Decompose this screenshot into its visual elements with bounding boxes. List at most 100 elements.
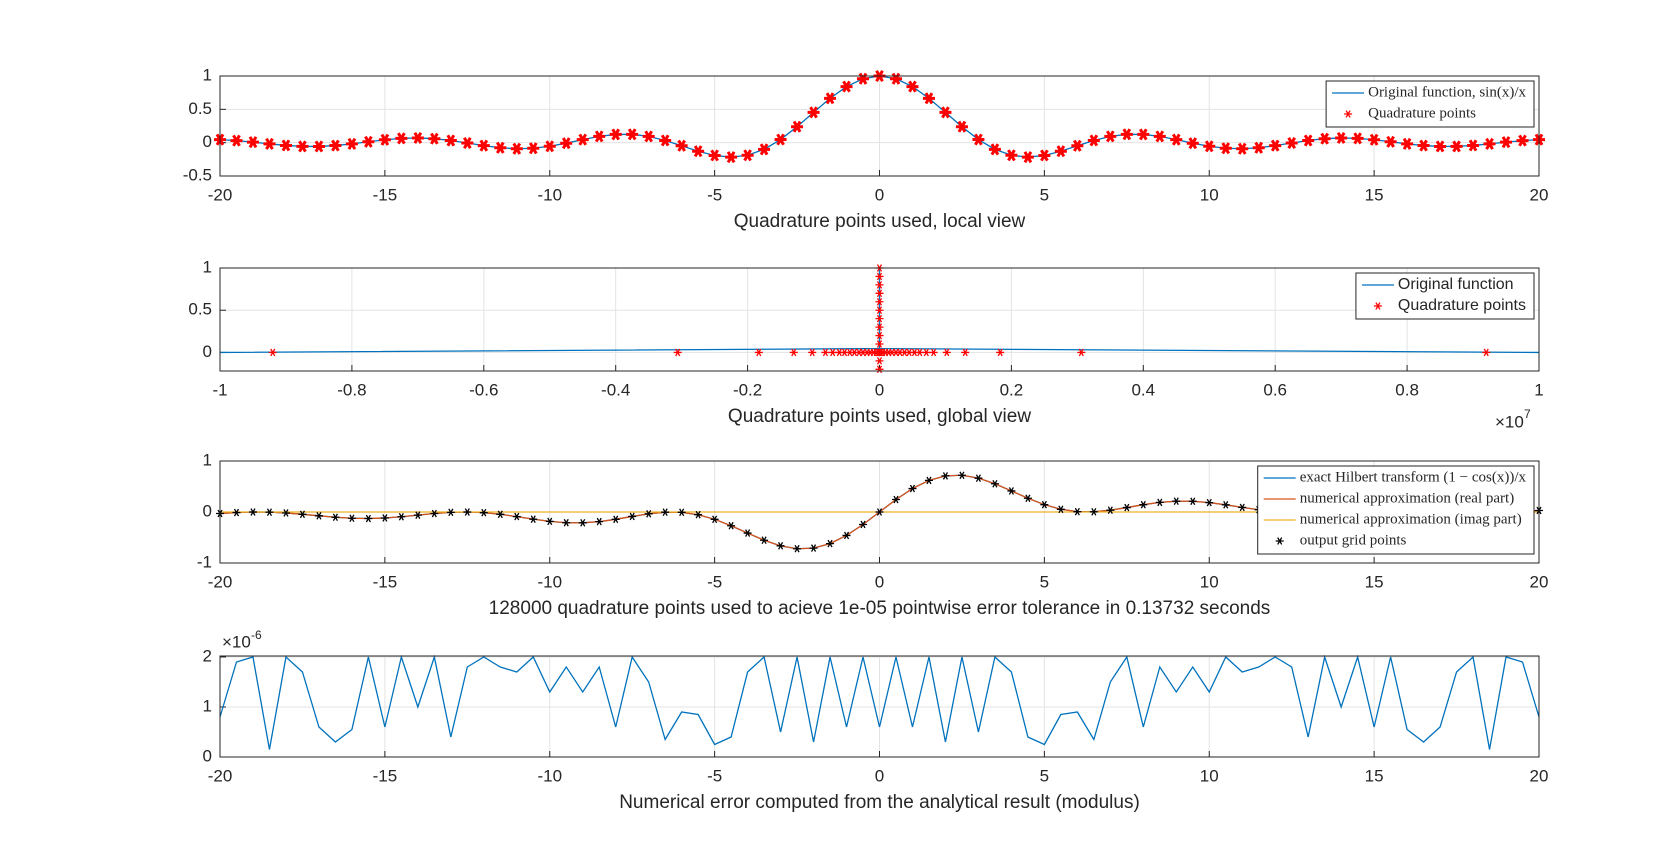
marker: [807, 106, 820, 119]
marker: [875, 306, 884, 315]
marker: [446, 508, 455, 517]
y-tick-label: -1: [197, 552, 212, 571]
marker: [875, 331, 884, 340]
x-tick-label: 15: [1365, 572, 1384, 591]
marker: [644, 509, 653, 518]
marker: [479, 508, 488, 517]
marker: [754, 348, 763, 357]
x-tick-label: 20: [1530, 572, 1549, 591]
marker: [1368, 133, 1381, 146]
marker: [889, 72, 902, 85]
x-tick-label: -5: [707, 766, 722, 785]
x-axis-label: Quadrature points used, local view: [734, 211, 1026, 232]
marker: [329, 139, 342, 152]
x-tick-label: 5: [1040, 185, 1049, 204]
marker: [1351, 132, 1364, 145]
marker: [826, 539, 835, 548]
marker: [1285, 137, 1298, 149]
marker: [430, 509, 439, 518]
marker: [1087, 134, 1100, 147]
y-tick-label: 1: [203, 65, 212, 84]
marker: [906, 80, 919, 93]
marker: [1434, 140, 1447, 153]
marker: [1153, 130, 1166, 143]
marker: [1203, 140, 1216, 153]
x-tick-label: -20: [208, 185, 233, 204]
marker: [1384, 135, 1397, 148]
y-tick-label: -0.5: [183, 165, 212, 184]
legend-label: Quadrature points: [1368, 105, 1476, 121]
marker: [789, 348, 798, 357]
legend: Original function Quadrature points: [1355, 272, 1535, 320]
marker: [510, 142, 523, 155]
marker: [378, 133, 391, 146]
marker: [496, 510, 505, 519]
y-tick-label: 1: [203, 450, 212, 469]
marker: [593, 130, 606, 143]
marker: [1205, 498, 1214, 507]
marker: [1056, 505, 1065, 514]
x-tick-label: -10: [537, 572, 562, 591]
marker: [1450, 140, 1463, 153]
x-tick-label: -0.8: [337, 380, 366, 399]
marker: [1236, 142, 1249, 155]
marker: [708, 149, 721, 162]
marker: [1038, 149, 1051, 162]
marker: [1500, 136, 1513, 149]
y-tick-label: 0.5: [188, 300, 212, 319]
legend-box: [1325, 80, 1535, 128]
marker: [955, 120, 968, 133]
marker: [1302, 134, 1315, 147]
marker: [1071, 139, 1084, 152]
marker: [673, 348, 682, 357]
marker: [265, 508, 274, 516]
marker: [675, 139, 688, 152]
marker: [1077, 348, 1086, 357]
series-line: [219, 268, 1540, 354]
marker: [1005, 149, 1018, 162]
marker: [1139, 500, 1148, 509]
marker: [1021, 151, 1034, 164]
marker: [314, 512, 323, 520]
marker: [1238, 503, 1247, 512]
marker: [1155, 498, 1164, 507]
marker: [1401, 137, 1414, 150]
x-tick-label: -10: [537, 766, 562, 785]
x-tick-label: 1: [1534, 380, 1543, 399]
marker: [527, 142, 540, 155]
marker: [875, 365, 884, 374]
marker: [1467, 139, 1480, 152]
legend-label: Original function: [1398, 276, 1514, 293]
marker: [1417, 139, 1430, 152]
marker: [364, 514, 373, 523]
legend-label: exact Hilbert transform (1 − cos(x))/x: [1300, 469, 1527, 485]
marker: [760, 536, 769, 545]
y-tick-label: 0: [203, 342, 212, 361]
x-tick-label: 0: [875, 766, 884, 785]
marker: [298, 510, 307, 519]
marker: [1137, 128, 1150, 141]
legend-label: numerical approximation (real part): [1300, 490, 1515, 506]
marker: [397, 512, 406, 521]
marker: [545, 517, 554, 526]
marker: [875, 508, 884, 516]
marker: [809, 544, 818, 552]
marker: [875, 357, 884, 365]
legend: Original function, sin(x)/x Quadrature po…: [1325, 80, 1535, 128]
marker: [990, 479, 999, 488]
marker: [924, 476, 933, 485]
marker: [988, 143, 1001, 156]
marker: [444, 134, 457, 147]
legend-swatch: [1344, 110, 1353, 118]
marker: [1089, 508, 1098, 516]
x-exponent: 7: [1524, 407, 1531, 421]
axes: -20 -15 -10 -5 0 5 10 15 20 -0.5 0 0.5 1 Quadrature p…: [183, 65, 1549, 232]
marker: [710, 515, 719, 524]
marker: [494, 141, 507, 154]
marker: [595, 517, 604, 526]
x-tick-label: 5: [1040, 766, 1049, 785]
marker: [821, 348, 830, 357]
x-exponent-base: ×10: [1495, 412, 1524, 431]
marker: [741, 149, 754, 162]
marker: [1335, 131, 1348, 144]
